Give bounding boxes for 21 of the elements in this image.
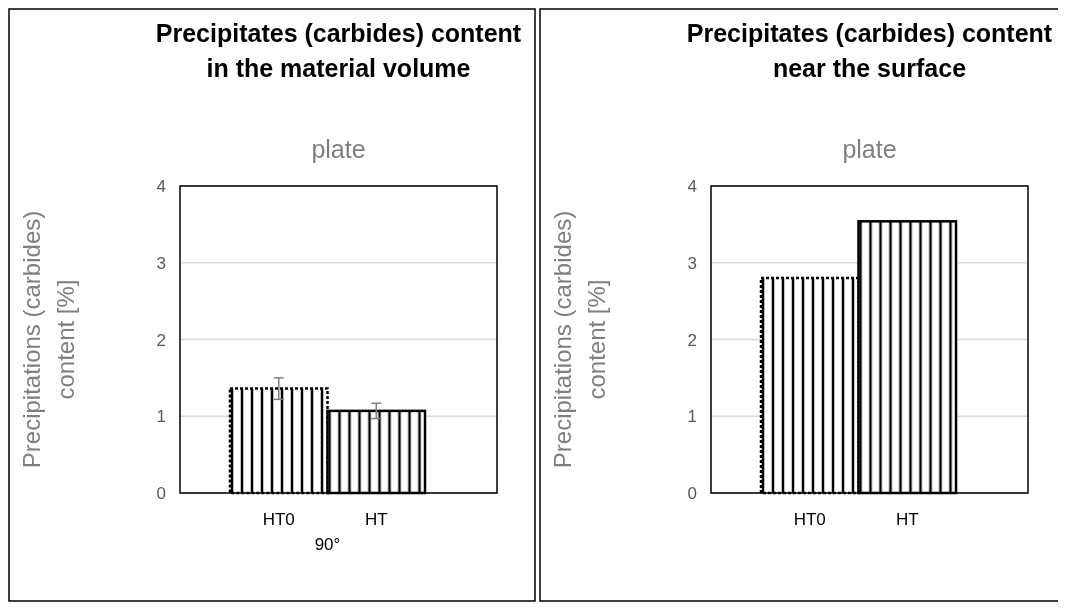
x-tick-label: HT (895, 510, 919, 529)
y-tick-label: 3 (687, 253, 697, 273)
y-tick-label: 4 (156, 177, 166, 196)
y-tick-label: 1 (687, 407, 697, 427)
y-axis-title: Precipitations (carbides) content [%] (18, 210, 79, 469)
y-tick-label: 1 (156, 407, 166, 427)
y-tick-label: 0 (687, 484, 697, 503)
chart-title: Precipitates (carbides) content near the surface (686, 19, 1053, 82)
x-axis-title: 90° (314, 535, 341, 554)
x-tick-label: HT (364, 510, 388, 529)
chart-title: Precipitates (carbides) content in the material volume (155, 19, 522, 82)
chart-subtitle: plate (842, 135, 897, 163)
chart-subtitle: plate (311, 135, 366, 163)
y-axis-title: Precipitations (carbides) content [%] (549, 210, 610, 469)
y-tick-label: 2 (687, 330, 697, 350)
x-tick-label: HT0 (262, 510, 295, 529)
y-tick-label: 3 (156, 253, 166, 273)
y-tick-label: 0 (156, 484, 166, 503)
x-tick-label: HT0 (793, 510, 826, 529)
y-tick-label: 4 (687, 177, 697, 196)
y-tick-label: 2 (156, 330, 166, 350)
